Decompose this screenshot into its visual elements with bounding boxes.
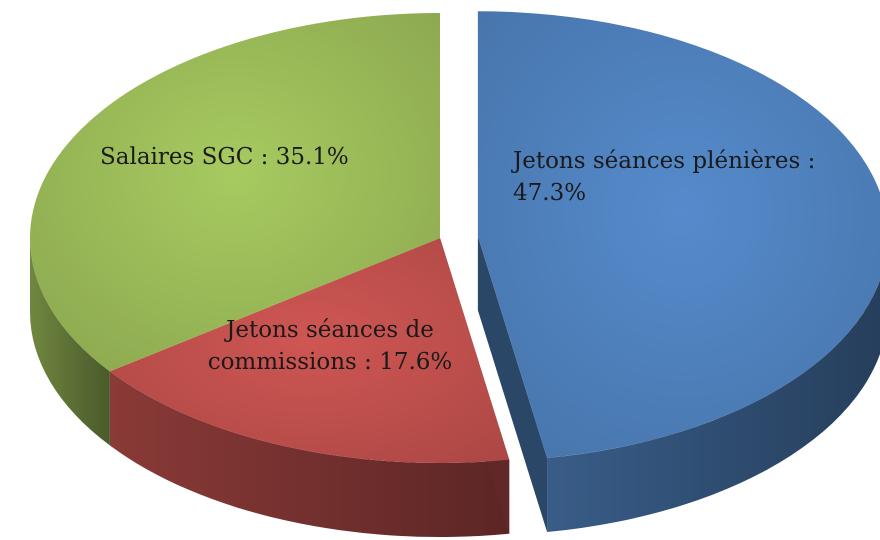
pie-slice-jetons-seances-de-commissions: [109, 238, 510, 463]
pie-slice-jetons-seances-plenieres: [477, 11, 880, 458]
pie-label-jetons-seances-de-commissions: Jetons séances de commissions : 17.6%: [208, 317, 453, 375]
pie-label-salaires-sgc: Salaires SGC : 35.1%: [100, 144, 349, 170]
pie-slice-salaires-sgc: [30, 13, 440, 372]
pie-side-jetons-seances-plenieres: [547, 279, 880, 532]
pie-side-jetons-seances-de-commissions: [109, 371, 510, 537]
pie-cut-face-jetons-seances-plenieres: [477, 236, 548, 532]
pie-slices: [30, 11, 880, 463]
pie-side-salaires-sgc: [30, 238, 110, 446]
pie-labels: Jetons séances plénières :47.3% Jetons sé…: [100, 144, 815, 375]
pie-label-jetons-seances-plenieres: Jetons séances plénières :47.3%: [511, 148, 815, 206]
